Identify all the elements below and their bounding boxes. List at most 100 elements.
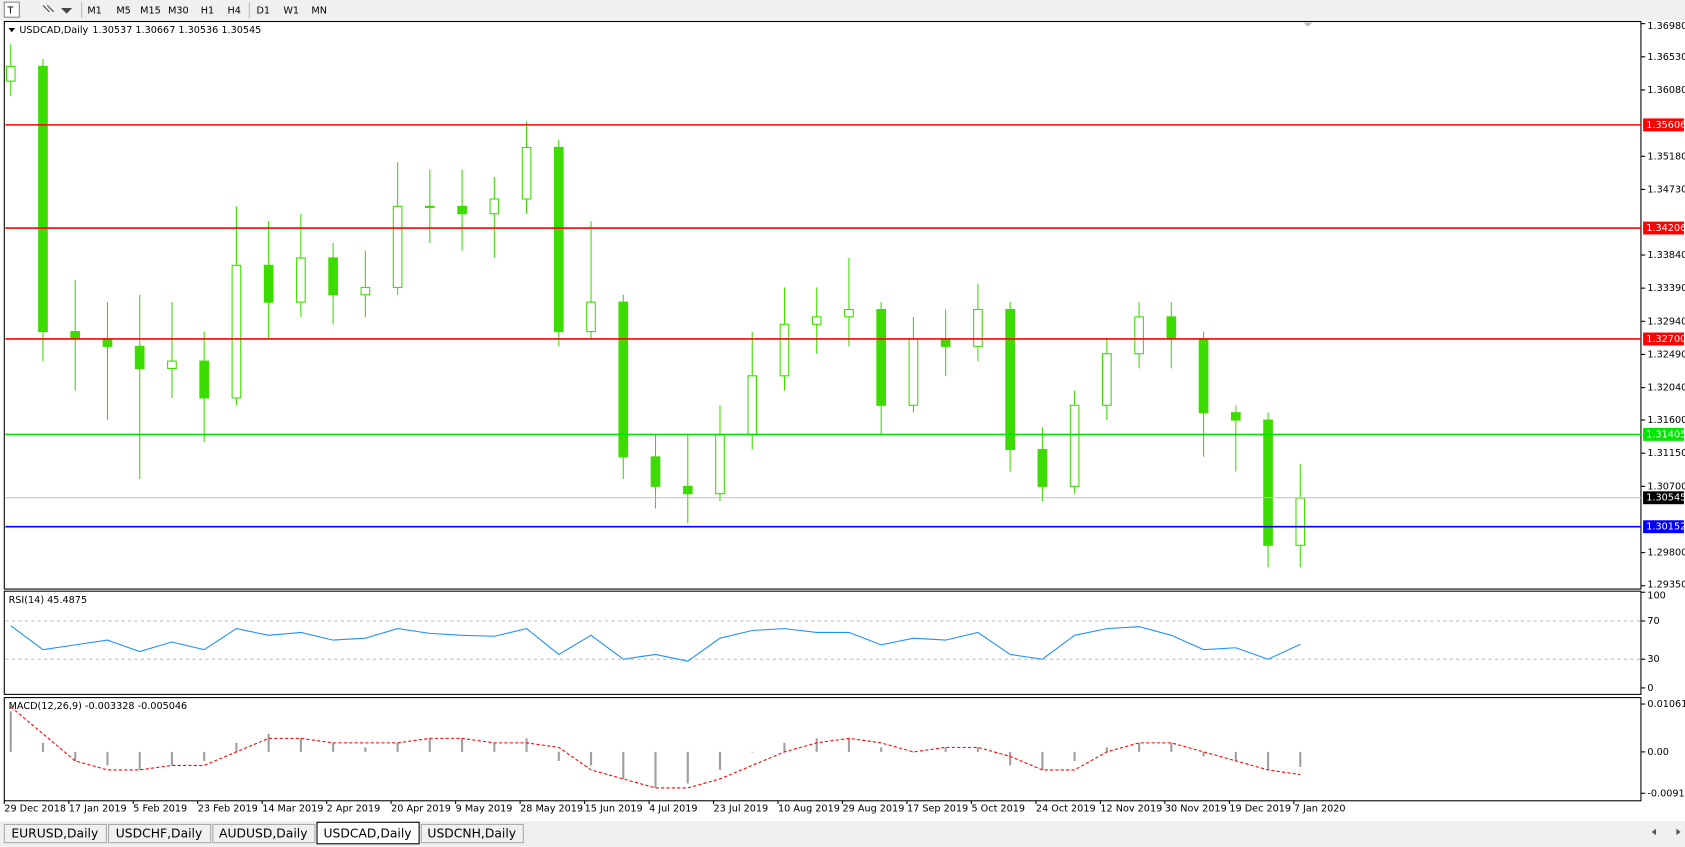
tab[interactable] — [420, 823, 524, 844]
y-tick-label: -0.009181 — [1647, 788, 1685, 799]
price-panel — [3, 20, 1642, 590]
macd-bar — [396, 742, 399, 752]
candle-body — [586, 301, 596, 333]
candle-body — [1198, 338, 1209, 414]
candle-body — [973, 308, 983, 347]
candle-body — [1166, 316, 1177, 340]
y-tick-label: 0.00 — [1647, 747, 1669, 758]
timeframe-button[interactable]: H4 — [228, 6, 241, 17]
macd-bar — [332, 742, 335, 752]
macd-bar — [783, 742, 786, 752]
y-tick-label: 1.35180 — [1647, 151, 1685, 162]
candle-body — [263, 264, 274, 303]
macd-bar — [1009, 751, 1012, 766]
candle-body — [747, 375, 758, 436]
panel-title: RSI(14) 45.4875 — [9, 595, 88, 606]
rsi-line — [10, 625, 1301, 662]
tab[interactable] — [212, 823, 316, 844]
macd-bar — [944, 747, 947, 752]
macd-bar — [1299, 751, 1302, 767]
y-tick-label: 70 — [1647, 616, 1659, 627]
timeframe-button[interactable]: H1 — [201, 6, 214, 17]
macd-bar — [9, 711, 12, 752]
macd-bar — [1234, 751, 1237, 761]
macd-bar — [41, 742, 45, 752]
x-tick-label: 15 Jun 2019 — [585, 803, 643, 814]
x-tick-label: 2 Apr 2019 — [327, 803, 381, 814]
candle-body — [328, 257, 338, 296]
candle-body — [940, 338, 951, 347]
candle-body — [876, 308, 887, 406]
rsi-panel — [3, 590, 1642, 695]
candle-body — [521, 146, 532, 200]
tab-label[interactable]: EURUSD,Daily — [11, 827, 98, 841]
macd-bar — [203, 751, 206, 761]
tab[interactable] — [316, 821, 420, 845]
tab-label[interactable]: USDCAD,Daily — [323, 827, 411, 841]
macd-bar — [718, 751, 722, 770]
candle-body — [553, 146, 564, 333]
candle-body — [425, 205, 435, 208]
y-tick-label: 1.30700 — [1647, 481, 1685, 492]
timeframe-button[interactable]: M30 — [168, 6, 189, 17]
y-tick-label: 1.34730 — [1647, 184, 1685, 195]
macd-bar — [299, 738, 302, 752]
y-tick-label: 1.29350 — [1647, 580, 1685, 591]
macd-bar — [654, 751, 657, 788]
macd-bar — [912, 751, 915, 753]
menu-arrow[interactable] — [8, 27, 16, 33]
candle-body — [296, 257, 306, 303]
tab-label[interactable]: USDCHF,Daily — [116, 827, 203, 841]
macd-bar — [751, 751, 754, 753]
timeframe-button[interactable]: D1 — [256, 6, 270, 17]
candle-body — [360, 286, 371, 296]
candle-body — [102, 338, 113, 347]
ohlc-readout: 1.30537 1.30667 1.30536 1.30545 — [92, 25, 261, 36]
tool-icon-glyph: T — [7, 6, 14, 17]
x-tick-label: 30 Nov 2019 — [1165, 803, 1227, 814]
macd-bar — [364, 747, 367, 752]
tool-icon[interactable] — [3, 1, 20, 18]
candle-body — [134, 345, 145, 369]
macd-bar — [525, 738, 528, 752]
timeframe-button[interactable]: MN — [311, 6, 327, 17]
level-label: 1.35606 — [1646, 120, 1685, 131]
y-tick-label: 1.32040 — [1647, 383, 1685, 394]
macd-bar — [589, 751, 593, 766]
tab-label[interactable]: USDCNH,Daily — [427, 827, 516, 841]
candle-body — [5, 65, 16, 82]
candle-body — [392, 205, 403, 288]
macd-bar — [170, 751, 174, 766]
timeframe-button[interactable]: M5 — [116, 6, 130, 17]
x-tick-label: 7 Jan 2020 — [1294, 803, 1346, 814]
y-tick-label: 1.32490 — [1647, 349, 1685, 360]
timeframe-button[interactable]: M1 — [87, 6, 101, 17]
candle-body — [844, 308, 854, 318]
candle-body — [489, 198, 500, 215]
level-tag — [1643, 332, 1684, 346]
x-tick-label: 9 May 2019 — [456, 803, 513, 814]
macd-bar — [106, 751, 109, 766]
signal-line — [10, 706, 1301, 789]
macd-bar — [1266, 751, 1270, 770]
timeframe-button[interactable]: M15 — [140, 6, 161, 17]
tab[interactable] — [3, 823, 107, 844]
x-tick-label: 5 Oct 2019 — [971, 803, 1025, 814]
candle-body — [1134, 316, 1144, 355]
macd-bar — [461, 738, 464, 752]
candle-body — [1263, 419, 1273, 546]
y-tick-label: 0.010615 — [1647, 699, 1685, 710]
x-tick-label: 5 Feb 2019 — [133, 803, 187, 814]
macd-bar — [1073, 751, 1076, 761]
y-tick-label: 1.36530 — [1647, 52, 1685, 63]
x-tick-label: 4 Jul 2019 — [649, 803, 698, 814]
timeframe-button[interactable]: W1 — [283, 6, 299, 17]
tab-label[interactable]: AUDUSD,Daily — [219, 827, 308, 841]
macd-bar — [815, 738, 818, 752]
tab[interactable] — [107, 823, 212, 844]
tool-icon[interactable] — [42, 4, 73, 14]
toolbar — [0, 0, 1685, 21]
x-tick-label: 23 Jul 2019 — [714, 803, 769, 814]
macd-bar — [686, 751, 689, 784]
